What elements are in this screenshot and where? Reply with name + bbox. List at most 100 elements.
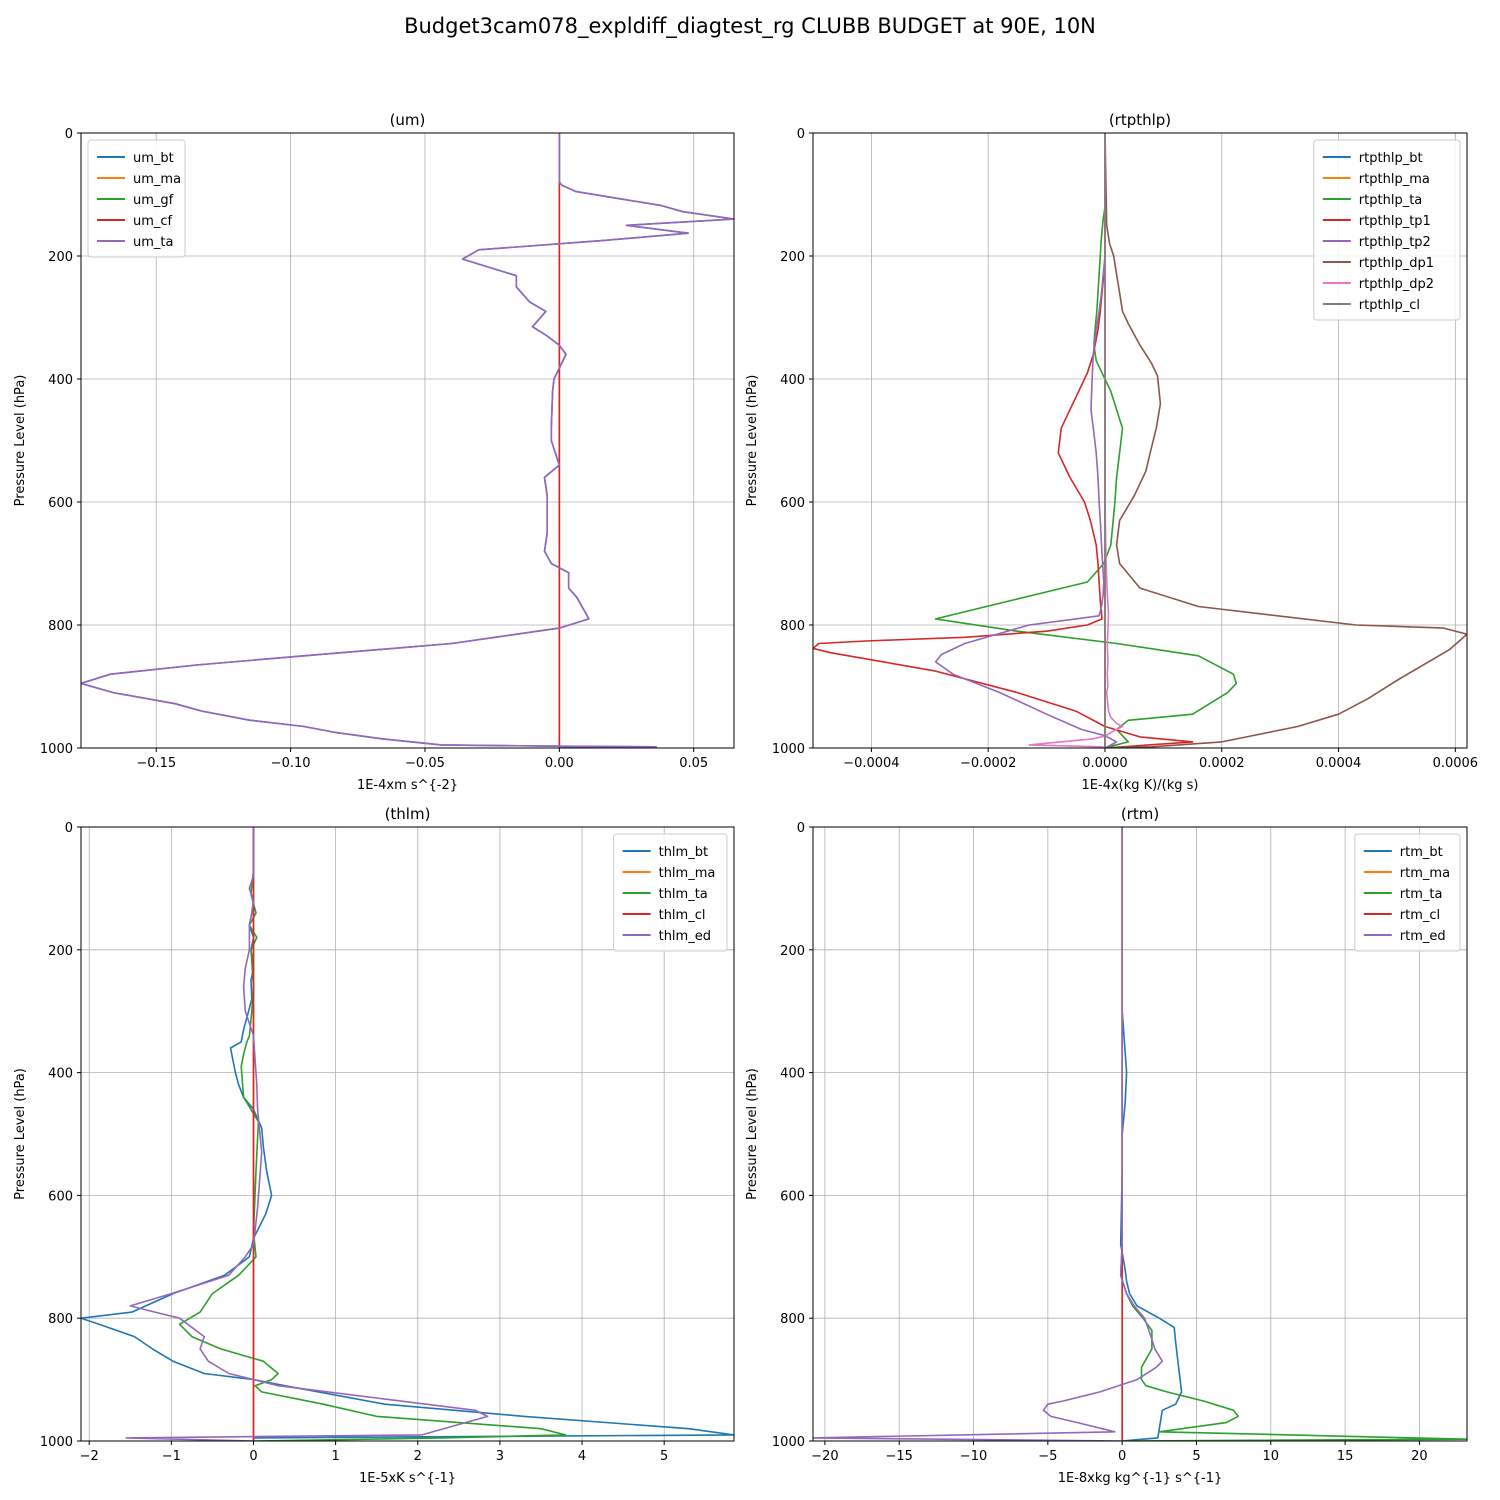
x-tick-label: 5	[660, 1449, 668, 1464]
panel-title: (rtpthlp)	[1109, 111, 1171, 129]
x-tick-label: 0	[249, 1449, 257, 1464]
chart-rtm: −20 −15 −10 −5 0 5 10 15 2002004006008001000(rtm…	[745, 805, 1468, 1486]
series-line-rtpthlp_ta	[934, 133, 1238, 748]
y-tick-label: 1000	[772, 1435, 805, 1450]
x-tick-label: 5	[1192, 1449, 1200, 1464]
y-tick-label: 400	[780, 373, 805, 388]
x-tick-label: −2	[80, 1449, 99, 1464]
x-tick-label: −0.0004	[843, 756, 899, 771]
legend-frame	[87, 139, 186, 258]
legend-label: rtpthlp_ma	[1359, 172, 1430, 187]
series-group	[813, 133, 1467, 748]
x-tick-label: 3	[496, 1449, 504, 1464]
legend: rtm_bt rtm_ma rtm_ta rtm_cl rtm_ed	[1354, 833, 1461, 952]
series-group	[81, 133, 734, 748]
y-tick-label: 200	[780, 944, 805, 959]
series-line-rtpthlp_dp1	[1104, 133, 1467, 748]
series-line-um_ta	[81, 133, 734, 748]
plot-frame	[80, 132, 735, 749]
panel-title: (thlm)	[385, 805, 431, 823]
legend-label: thlm_ta	[659, 887, 708, 902]
legend-label: rtm_cl	[1400, 908, 1440, 923]
y-tick-label: 1000	[40, 742, 73, 757]
x-tick-label: 0.0004	[1316, 756, 1362, 771]
y-tick-label: 200	[48, 250, 73, 265]
legend-label: rtpthlp_cl	[1359, 298, 1420, 313]
y-tick-label: 400	[48, 1067, 73, 1082]
x-tick-label: −10	[960, 1449, 987, 1464]
y-tick-label: 600	[780, 1189, 805, 1204]
y-tick-label: 1000	[40, 1435, 73, 1450]
y-axis-label: Pressure Level (hPa)	[745, 1068, 760, 1200]
y-tick-label: 600	[780, 496, 805, 511]
x-tick-label: −0.10	[271, 756, 311, 771]
y-tick-label: 200	[780, 250, 805, 265]
y-tick-label: 800	[780, 1312, 805, 1327]
x-tick-label: 0.0006	[1433, 756, 1479, 771]
panel-title: (rtm)	[1121, 805, 1159, 823]
legend-label: thlm_ed	[659, 929, 711, 944]
legend-label: rtm_ma	[1400, 866, 1450, 881]
chart-thlm: −2 −1 0 1 2 3 4 5 0 200 400 600 800 1000 (thlm) 1E-5xK …	[13, 805, 735, 1486]
x-tick-label: 15	[1337, 1449, 1354, 1464]
legend-label: um_gf	[133, 193, 174, 208]
plot-frame	[812, 826, 1468, 1442]
legend-label: um_ta	[133, 235, 173, 250]
x-axis-label: 1E-8xkg kg^{-1} s^{-1}	[1058, 1471, 1223, 1486]
x-tick-label: −0.15	[136, 756, 176, 771]
legend-label: thlm_ma	[659, 866, 716, 881]
x-tick-label: 0.0002	[1199, 756, 1245, 771]
y-tick-label: 400	[48, 373, 73, 388]
legend-label: um_cf	[133, 214, 173, 229]
y-tick-label: 800	[48, 619, 73, 634]
x-tick-label: −15	[885, 1449, 912, 1464]
y-axis-label: Pressure Level (hPa)	[13, 375, 28, 507]
legend: um_bt um_ma um_gf um_cf um_ta	[87, 139, 186, 258]
series-group	[813, 827, 1467, 1441]
series-line-thlm_ed	[125, 827, 489, 1441]
legend-label: rtpthlp_dp1	[1359, 256, 1434, 271]
x-tick-label: 0.00	[545, 756, 574, 771]
x-tick-label: 0.05	[679, 756, 708, 771]
x-tick-label: 20	[1411, 1449, 1428, 1464]
legend-frame	[1313, 139, 1461, 321]
legend-label: rtpthlp_tp1	[1359, 214, 1431, 229]
x-tick-label: 2	[414, 1449, 422, 1464]
legend-label: rtm_bt	[1400, 845, 1443, 860]
legend-label: thlm_cl	[659, 908, 706, 923]
panel-title: (um)	[390, 111, 426, 129]
chart-um: −0.15 −0.10 −0.05 0.00 0.05 0 200 400 600 800 1000…	[13, 111, 735, 793]
legend-label: rtpthlp_dp2	[1359, 277, 1434, 292]
y-tick-label: 0	[65, 127, 73, 142]
series-line-thlm_ta	[178, 827, 567, 1441]
series-line-rtm_bt	[1119, 827, 1183, 1441]
y-tick-label: 200	[48, 944, 73, 959]
y-tick-label: 600	[48, 496, 73, 511]
legend-frame	[1354, 833, 1461, 952]
y-tick-label: 400	[780, 1067, 805, 1082]
y-tick-label: 0	[797, 821, 805, 836]
x-axis-label: 1E-4xm s^{-2}	[357, 778, 458, 793]
x-axis-label: 1E-4x(kg K)/(kg s)	[1082, 778, 1199, 793]
y-tick-label: 0	[797, 127, 805, 142]
y-tick-label: 800	[48, 1312, 73, 1327]
x-tick-label: 10	[1263, 1449, 1280, 1464]
y-tick-label: 1000	[772, 742, 805, 757]
x-tick-label: 0	[1118, 1449, 1126, 1464]
legend-label: rtm_ed	[1400, 929, 1446, 944]
x-tick-label: 4	[578, 1449, 586, 1464]
y-tick-label: 0	[65, 821, 73, 836]
chart-rtpthlp: −0.0004 −0.0002 0.0000 0.0002 0.0004 0.0006 0 2…	[745, 111, 1478, 793]
legend-label: rtm_ta	[1400, 887, 1443, 902]
figure-title: Budget3cam078_expldiff_diagtest_rg CLUBB…	[404, 14, 1096, 38]
series-line-rtm_ed	[813, 827, 1164, 1441]
legend: rtpthlp_bt rtpthlp_ma rtpthlp_ta rtpthlp_tp…	[1313, 139, 1461, 321]
x-tick-label: 1	[331, 1449, 339, 1464]
y-tick-label: 800	[780, 619, 805, 634]
series-line-rtpthlp_tp2	[934, 133, 1118, 748]
legend-label: um_bt	[133, 151, 174, 166]
x-tick-label: −0.05	[405, 756, 445, 771]
legend-label: um_ma	[133, 172, 181, 187]
legend-label: rtpthlp_tp2	[1359, 235, 1431, 250]
